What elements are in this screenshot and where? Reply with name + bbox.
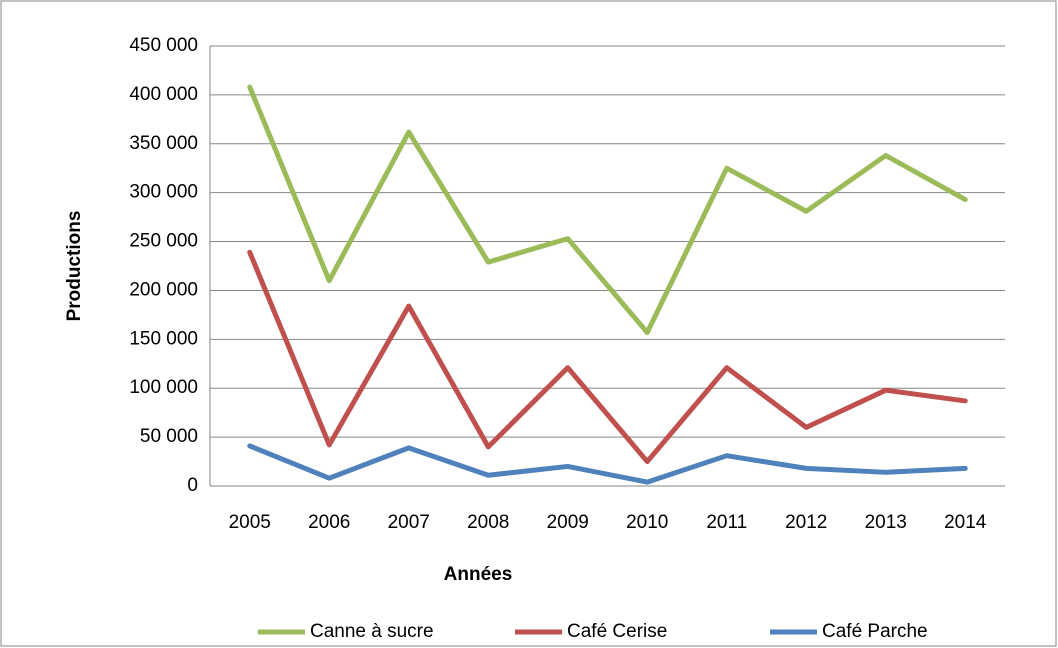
x-tick-label: 2012 xyxy=(785,512,827,533)
legend-label: Café Parche xyxy=(822,621,928,642)
y-tick-label: 0 xyxy=(187,475,198,496)
series-line xyxy=(247,249,968,465)
legend-label: Canne à sucre xyxy=(310,621,434,642)
x-tick-label: 2013 xyxy=(865,512,907,533)
y-tick-label: 300 000 xyxy=(129,182,198,203)
x-tick-label: 2010 xyxy=(626,512,668,533)
x-tick-label: 2011 xyxy=(706,512,747,533)
y-tick-label: 100 000 xyxy=(129,377,198,398)
y-tick-label: 250 000 xyxy=(129,231,198,252)
y-tick-label: 50 000 xyxy=(140,426,198,447)
y-axis-title: Productions xyxy=(64,211,85,322)
x-axis-title: Années xyxy=(444,564,513,585)
y-tick-label: 200 000 xyxy=(129,279,198,300)
series-line xyxy=(247,443,968,485)
x-tick-label: 2008 xyxy=(467,512,509,533)
series-line xyxy=(247,84,968,335)
legend-label: Café Cerise xyxy=(567,621,667,642)
x-tick-label: 2009 xyxy=(547,512,589,533)
y-tick-label: 400 000 xyxy=(129,84,198,105)
x-tick-label: 2007 xyxy=(388,512,430,533)
y-tick-label: 150 000 xyxy=(129,328,198,349)
x-tick-label: 2014 xyxy=(944,512,987,533)
y-tick-label: 350 000 xyxy=(129,133,198,154)
y-tick-label: 450 000 xyxy=(129,35,198,56)
x-tick-label: 2005 xyxy=(229,512,271,533)
x-tick-label: 2006 xyxy=(308,512,350,533)
